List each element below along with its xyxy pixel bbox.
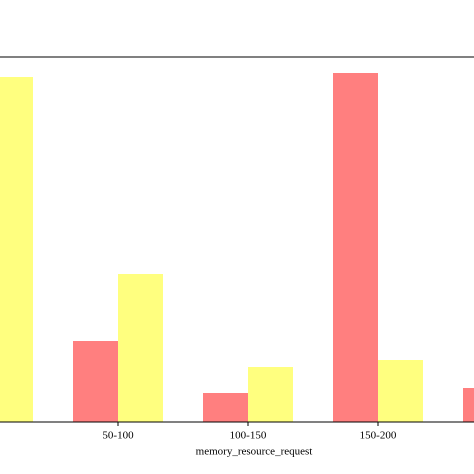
bar [248, 367, 293, 422]
bar [203, 393, 248, 422]
bar [333, 73, 378, 422]
x-tick-label: 150-200 [360, 430, 397, 442]
bar [118, 274, 163, 422]
bar [463, 388, 474, 422]
x-axis-label: memory_resource_request [196, 446, 313, 458]
x-tick-label: 100-150 [230, 430, 267, 442]
x-tick-label: 50-100 [102, 430, 134, 442]
bar [0, 77, 33, 422]
bar [73, 341, 118, 422]
bar [378, 360, 423, 422]
